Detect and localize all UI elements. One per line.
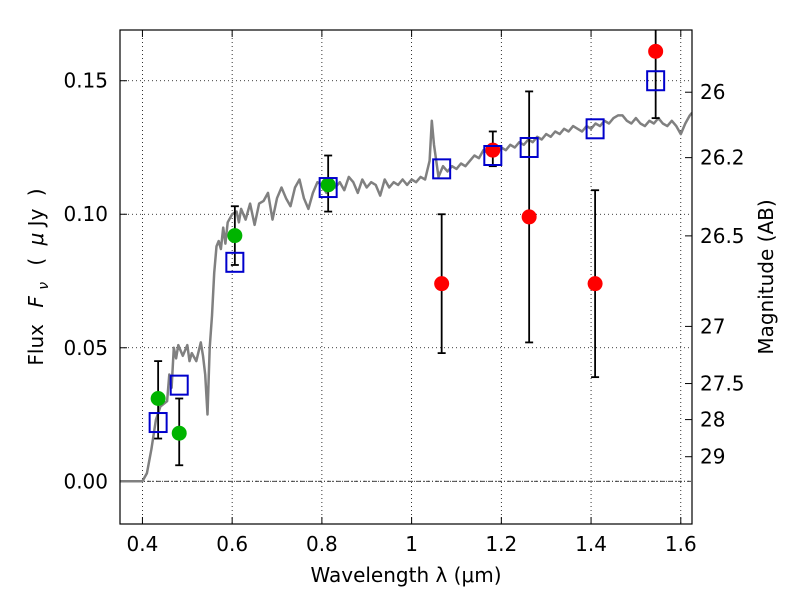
photometry-point-red [587,276,603,292]
right-tick-label: 27 [700,314,725,338]
label-layer: Wavelength λ (μm) Flux F ν ( μ Jy ) Magn… [24,188,778,587]
x-tick-label: 0.4 [127,532,159,556]
photometry-point-red [434,276,450,292]
photometry-point-green [150,390,166,406]
model-flux-square [432,158,452,180]
model-flux-square [225,251,245,273]
x-tick-label: 0.6 [216,532,248,556]
model-spectrum-line [120,111,692,483]
right-tick-label: 26.2 [700,146,745,170]
model-flux-square [483,145,503,167]
model-flux-square [148,412,168,434]
photometry-point-red [485,142,501,158]
x-tick-label: 1 [405,532,418,556]
photometry-point-green [320,177,336,193]
right-axis-label: Magnitude (AB) [754,199,778,354]
plot-layer [120,30,692,483]
x-tick-label: 0.8 [306,532,338,556]
plot-frame [119,29,693,525]
x-tick-label: 1.2 [485,532,517,556]
right-tick-label: 26.5 [700,224,745,248]
y-tick-label: 0.10 [63,202,108,226]
right-tick-label: 26 [700,80,725,104]
model-flux-square [646,70,666,92]
model-flux-square [169,374,189,396]
model-flux-square [585,118,605,140]
photometry-point-red [648,43,664,59]
photometry-point-green [171,425,187,441]
y-tick-label: 0.05 [63,336,108,360]
right-tick-label: 27.5 [700,372,745,396]
x-axis-label: Wavelength λ (μm) [310,563,501,587]
grid-layer [120,30,692,524]
x-tick-label: 1.4 [575,532,607,556]
right-tick-label: 28 [700,408,725,432]
y-tick-label: 0.15 [63,69,108,93]
model-flux-square [519,136,539,158]
x-tick-label: 1.6 [665,532,697,556]
ticks-layer: 0.4 0.6 0.8 1 1.2 1.4 1.6 0.00 0.05 0.10 0.15 26 26.… [63,30,745,556]
right-tick-label: 29 [700,445,725,469]
photometry-point-red [521,209,537,225]
y-axis-label: Flux F ν ( μ Jy ) [24,188,53,365]
photometry-point-green [227,228,243,244]
y-tick-label: 0.00 [63,469,108,493]
model-flux-square [318,177,338,199]
